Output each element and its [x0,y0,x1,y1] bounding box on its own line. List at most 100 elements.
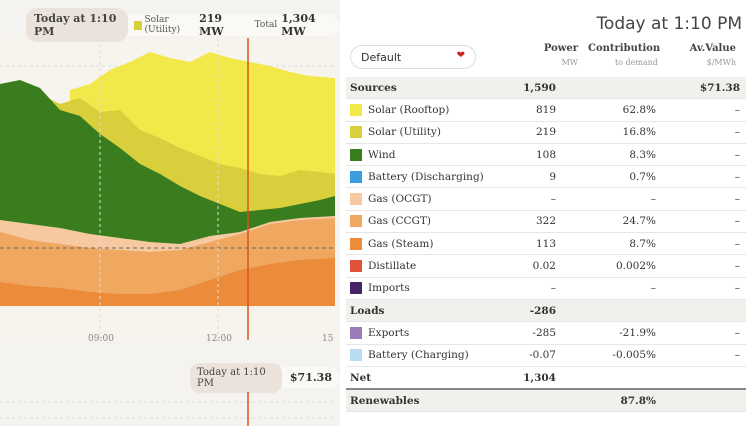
row-label: Battery (Discharging) [368,170,484,183]
chevron-down-icon: ❤ [456,50,465,61]
table-row[interactable]: Gas (OCGT) – – – [346,187,746,211]
tooltip-time: Today at 1:10 PM [26,8,129,42]
stacked-generation-chart[interactable] [0,38,335,340]
power-cell: 9 [486,165,556,189]
value-cell: – [656,254,746,278]
table-row[interactable]: Gas (CCGT) 322 24.7% – [346,210,746,234]
color-swatch [350,126,362,139]
value-header: Av.Value $/MWh [680,43,736,67]
value-cell: – [656,344,746,367]
power-cell: -285 [486,321,556,345]
color-swatch [350,170,362,183]
table-row[interactable]: Solar (Utility) 219 16.8% – [346,121,746,144]
row-name-cell: Battery (Discharging) [346,165,486,189]
view-select[interactable]: Default ❤ [350,45,476,69]
color-swatch [350,282,362,295]
row-name-cell: Solar (Utility) [346,121,486,144]
power-header-label: Power [543,43,578,54]
power-cell: -286 [486,299,556,323]
color-swatch [350,349,362,362]
contribution-header-label: Contribution [588,43,661,54]
solar-utility-swatch [134,20,142,30]
row-label: Solar (Rooftop) [368,103,450,116]
contribution-cell: 8.7% [556,232,656,256]
x-tick: 12:00 [206,334,232,344]
contribution-cell: -21.9% [556,321,656,345]
color-swatch [350,103,362,116]
value-cell: – [656,165,746,189]
power-cell: 113 [486,232,556,256]
row-name-cell: Distillate [346,254,486,278]
table-row[interactable]: Gas (Steam) 113 8.7% – [346,232,746,256]
chart-area[interactable]: Today at 1:10 PM Solar (Utility) 219 MW … [0,0,340,426]
value-cell: – [656,277,746,300]
power-header-unit: MW [561,58,578,67]
value-header-unit: $/MWh [706,58,736,67]
power-cell: 108 [486,143,556,167]
row-name-cell: Exports [346,321,486,345]
power-cell: 819 [486,98,556,122]
row-label: Renewables [350,394,420,407]
value-cell: $71.38 [656,77,746,100]
power-header: Power MW [536,43,578,67]
contribution-cell [556,366,656,391]
contribution-cell: 0.002% [556,254,656,278]
power-cell: 0.02 [486,254,556,278]
value-cell [656,389,746,413]
ren-row: Renewables 87.8% [346,389,746,413]
contribution-cell: 87.8% [556,389,656,413]
tooltip-total-value: 1,304 MW [281,12,316,38]
tooltip-total-label: Total [254,20,278,30]
table-row[interactable]: Battery (Charging) -0.07 -0.005% – [346,344,746,367]
power-cell: -0.07 [486,344,556,367]
table-row[interactable]: Battery (Discharging) 9 0.7% – [346,165,746,189]
power-cell: 322 [486,210,556,234]
group-row: Sources 1,590 $71.38 [346,77,746,100]
contribution-cell [556,299,656,323]
table-row[interactable]: Exports -285 -21.9% – [346,321,746,345]
row-label: Exports [368,326,410,339]
price-tooltip-value: $71.38 [289,371,332,384]
table-row[interactable]: Imports – – – [346,277,746,300]
panel-title: Today at 1:10 PM [596,14,742,34]
price-tooltip-time: Today at 1:10 PM [190,362,282,393]
row-label: Gas (Steam) [368,237,434,250]
row-label: Loads [350,304,385,317]
table-row[interactable]: Wind 108 8.3% – [346,143,746,167]
select-value: Default [361,51,402,64]
price-chart-strip[interactable] [0,392,335,426]
color-swatch [350,148,362,161]
value-cell: – [656,210,746,234]
color-swatch [350,260,362,273]
row-label: Gas (CCGT) [368,215,432,228]
contribution-header: Contribution to demand [588,43,661,67]
table-row[interactable]: Distillate 0.02 0.002% – [346,254,746,278]
row-name-cell: Renewables [346,389,486,413]
background-below-area [0,306,335,340]
tooltip-series-label: Solar (Utility) [144,15,181,35]
hover-tooltip: Today at 1:10 PM Solar (Utility) 219 MW … [26,8,340,42]
x-tick: 15 [322,334,334,344]
row-name-cell: Solar (Rooftop) [346,98,486,122]
value-cell: – [656,98,746,122]
row-name-cell: Battery (Charging) [346,344,486,367]
contribution-cell: 0.7% [556,165,656,189]
row-name-cell: Gas (OCGT) [346,187,486,211]
table-row[interactable]: Solar (Rooftop) 819 62.8% – [346,98,746,122]
row-name-cell: Imports [346,277,486,300]
color-swatch [350,237,362,250]
row-name-cell: Net [346,366,486,391]
contribution-cell: 24.7% [556,210,656,234]
summary-table: Sources 1,590 $71.38 Solar (Rooftop) 819 62.8… [346,77,746,413]
row-name-cell: Sources [346,77,486,100]
generation-chart-svg[interactable] [0,38,335,340]
row-label: Net [350,371,372,384]
value-cell [656,299,746,323]
value-header-label: Av.Value [689,43,736,54]
row-label: Gas (OCGT) [368,193,432,206]
row-label: Sources [350,81,397,94]
contribution-header-sub: to demand [614,58,658,67]
x-tick: 09:00 [88,334,114,344]
color-swatch [350,193,362,206]
power-cell: 1,304 [486,366,556,391]
